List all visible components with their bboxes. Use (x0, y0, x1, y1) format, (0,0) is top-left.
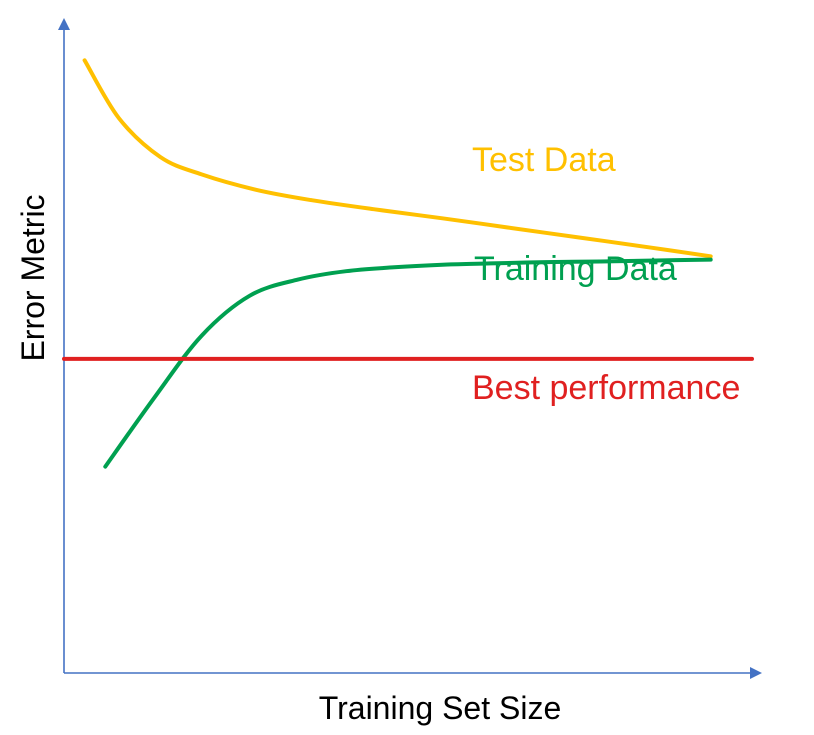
series-label-training-data: Training Data (474, 250, 677, 288)
series-label-best-performance: Best performance (472, 369, 740, 407)
series-layer (62, 58, 754, 469)
series-line-training-data (103, 257, 713, 469)
y-axis-title: Error Metric (15, 194, 51, 361)
series-line-test-data (82, 58, 713, 259)
x-axis-title: Training Set Size (319, 690, 561, 726)
series-label-test-data: Test Data (472, 141, 616, 179)
